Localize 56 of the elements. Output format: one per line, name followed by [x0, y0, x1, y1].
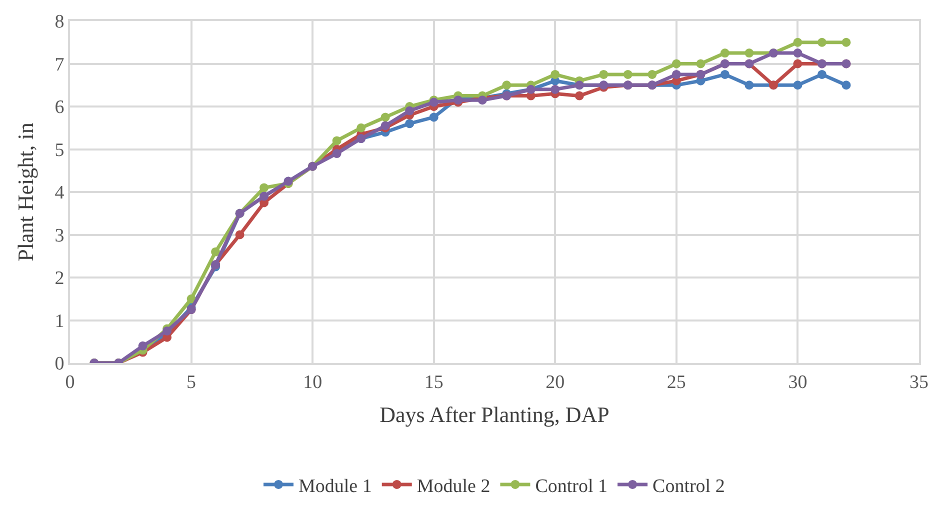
y-tick-label: 4 [54, 182, 65, 204]
x-tick-label: 15 [424, 372, 444, 393]
x-tick-label: 20 [546, 372, 565, 393]
point [672, 70, 681, 79]
point [380, 112, 390, 122]
y-tick-label: 7 [54, 54, 64, 76]
point [744, 80, 754, 90]
point [574, 91, 584, 100]
point [332, 149, 342, 158]
point [793, 48, 802, 58]
point [793, 59, 802, 68]
point [817, 70, 826, 79]
y-tick-label: 5 [54, 140, 64, 161]
legend-label: Module 2 [416, 476, 490, 497]
point [502, 80, 512, 90]
point [817, 38, 826, 47]
point [429, 112, 438, 122]
point [550, 70, 560, 79]
point [720, 48, 730, 58]
x-tick-label: 10 [303, 372, 322, 393]
point [550, 84, 560, 94]
point [793, 80, 802, 90]
point [211, 247, 220, 256]
legend-label: Control 2 [652, 476, 725, 497]
y-axis-title: Plant Height, in [13, 122, 38, 262]
y-tick-label: 8 [54, 12, 64, 33]
x-tick-label: 25 [666, 372, 686, 393]
x-tick-label: 5 [186, 372, 196, 393]
point [356, 123, 366, 132]
point [696, 59, 706, 68]
point [599, 70, 608, 79]
point [744, 48, 754, 58]
y-tick-label: 3 [54, 225, 64, 246]
point [672, 59, 681, 68]
point [332, 136, 342, 146]
legend-label: Control 1 [535, 476, 608, 497]
point [720, 70, 730, 79]
x-tick-label: 30 [788, 372, 808, 393]
point [842, 38, 851, 47]
point [405, 119, 414, 128]
x-tick-label: 35 [910, 372, 928, 393]
y-tick-label: 0 [54, 354, 64, 375]
point [648, 70, 657, 79]
point [623, 70, 632, 79]
point [793, 38, 802, 47]
point [260, 183, 269, 192]
point [842, 80, 851, 90]
point [138, 341, 148, 350]
point [405, 106, 414, 116]
y-tick-label: 1 [54, 310, 64, 332]
legend-label: Module 1 [298, 476, 372, 497]
x-axis-title: Days After Planting, DAP [380, 402, 610, 428]
y-tick-label: 6 [54, 97, 64, 118]
y-tick-label: 2 [54, 268, 64, 290]
point [235, 230, 244, 240]
point [478, 96, 487, 105]
